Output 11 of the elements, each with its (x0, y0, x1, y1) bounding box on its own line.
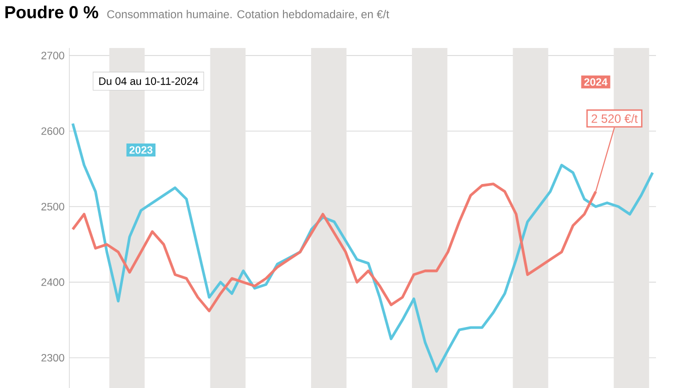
y-tick-label: 2600 (41, 127, 64, 135)
annotation: 2 520 €/t (592, 114, 638, 123)
text: 2024 (584, 78, 608, 86)
y-tick-label: 2500 (41, 202, 64, 210)
text: 2023 (129, 146, 152, 154)
chart-subtitle: Consommation humaine. Cotation hebdomadaire, en €/t (107, 10, 390, 20)
y-tick-label: 2300 (41, 354, 64, 362)
y-tick-label: 2400 (41, 278, 64, 286)
chart-title: Poudre 0 % (5, 5, 98, 18)
y-tick-label: 2700 (41, 52, 64, 60)
annotation: Du 04 au 10-11-2024 (99, 77, 198, 85)
